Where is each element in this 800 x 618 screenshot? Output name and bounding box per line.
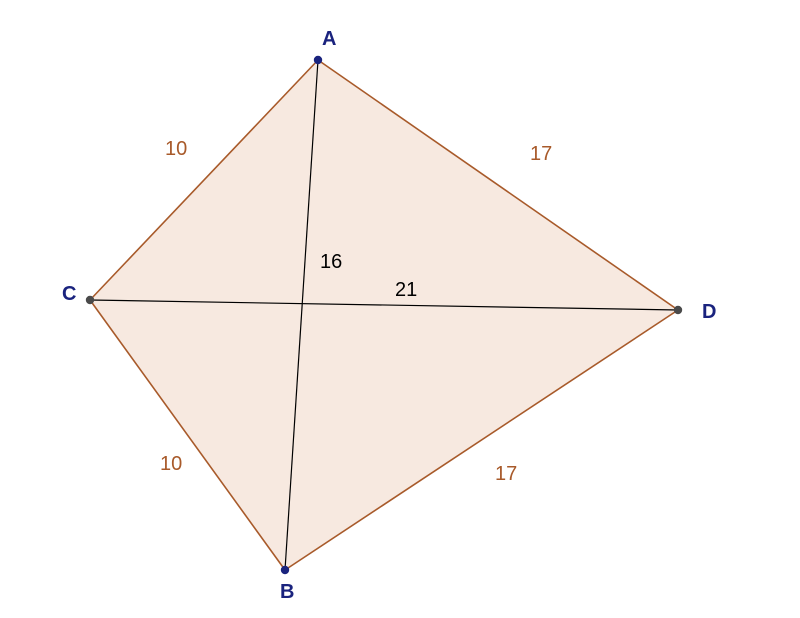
label-a: A bbox=[322, 28, 336, 50]
length-c-d: 21 bbox=[395, 279, 417, 301]
kite-polygon bbox=[90, 60, 678, 570]
label-d: D bbox=[702, 301, 716, 323]
vertex-c bbox=[86, 296, 94, 304]
vertex-a bbox=[314, 56, 322, 64]
length-c-a: 10 bbox=[165, 138, 187, 160]
length-d-b: 17 bbox=[495, 463, 517, 485]
length-a-d: 17 bbox=[530, 143, 552, 165]
length-a-b: 16 bbox=[320, 251, 342, 273]
label-b: B bbox=[280, 581, 294, 603]
length-b-c: 10 bbox=[160, 453, 182, 475]
label-c: C bbox=[62, 283, 76, 305]
vertex-b bbox=[281, 566, 289, 574]
vertex-d bbox=[674, 306, 682, 314]
kite-diagram: A B C D 10 17 17 10 16 21 bbox=[0, 0, 800, 618]
